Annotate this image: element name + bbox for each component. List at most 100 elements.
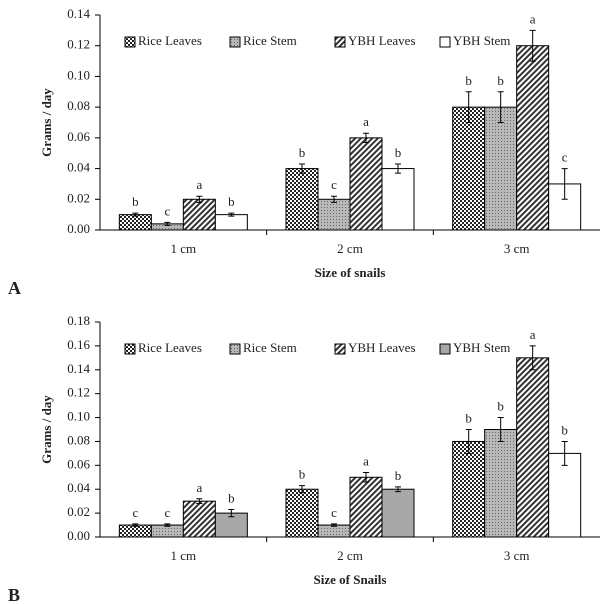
y-tick-label: 0.08: [67, 432, 90, 447]
significance-label: b: [497, 399, 504, 414]
bar: [381, 488, 415, 538]
significance-label: a: [196, 480, 202, 495]
x-tick-label: 1 cm: [171, 548, 197, 563]
error-bar: [529, 345, 536, 371]
bar: [285, 488, 319, 538]
significance-label: b: [132, 194, 139, 209]
y-tick-label: 0.04: [67, 160, 90, 175]
y-tick-label: 0.10: [67, 409, 90, 424]
error-bar: [465, 91, 472, 123]
bar: [452, 106, 486, 231]
significance-label: a: [530, 327, 536, 342]
x-tick-label: 1 cm: [171, 241, 197, 256]
significance-label: c: [164, 505, 170, 520]
y-tick-label: 0.14: [67, 6, 90, 21]
bar: [349, 137, 383, 231]
legend-label: Rice Stem: [243, 340, 297, 355]
y-tick-label: 0.02: [67, 504, 90, 519]
panel-label: A: [8, 278, 21, 298]
legend-label: Rice Leaves: [138, 340, 202, 355]
bar: [452, 440, 486, 538]
bar: [349, 476, 383, 538]
bar: [214, 214, 248, 231]
y-axis-title: Grams / day: [39, 88, 54, 157]
legend-swatch: [229, 343, 241, 355]
significance-label: b: [228, 491, 235, 506]
y-tick-label: 0.08: [67, 98, 90, 113]
bar: [317, 198, 351, 231]
legend-label: YBH Leaves: [348, 340, 416, 355]
significance-label: c: [164, 203, 170, 218]
error-bar: [561, 168, 568, 200]
legend-swatch: [439, 343, 451, 355]
significance-label: b: [299, 145, 306, 160]
bar: [182, 500, 216, 538]
y-tick-label: 0.12: [67, 37, 90, 52]
legend-label: Rice Leaves: [138, 33, 202, 48]
bar: [484, 429, 518, 538]
significance-label: a: [196, 177, 202, 192]
bar: [516, 357, 550, 538]
significance-label: b: [299, 467, 306, 482]
legend-label: YBH Stem: [453, 33, 510, 48]
significance-label: b: [561, 422, 568, 437]
legend-swatch: [124, 343, 136, 355]
legend-label: YBH Stem: [453, 340, 510, 355]
error-bar: [196, 195, 203, 203]
x-tick-label: 2 cm: [337, 548, 363, 563]
y-tick-label: 0.18: [67, 313, 90, 328]
y-tick-label: 0.02: [67, 190, 90, 205]
significance-label: b: [465, 410, 472, 425]
legend-swatch: [334, 36, 346, 48]
bar: [484, 106, 518, 231]
y-tick-label: 0.12: [67, 385, 90, 400]
bar: [150, 524, 184, 538]
y-axis-title: Grams / day: [39, 395, 54, 464]
significance-label: c: [132, 505, 138, 520]
error-bar: [299, 163, 305, 174]
bar: [516, 45, 550, 231]
error-bar: [465, 429, 472, 454]
y-tick-label: 0.04: [67, 480, 90, 495]
error-bar: [228, 509, 235, 518]
bar: [182, 198, 216, 231]
x-tick-label: 3 cm: [504, 241, 530, 256]
error-bar: [395, 163, 401, 174]
error-bar: [331, 195, 337, 203]
bar: [285, 168, 319, 231]
legend-label: Rice Stem: [243, 33, 297, 48]
y-tick-label: 0.10: [67, 67, 90, 82]
error-bar: [164, 523, 171, 527]
error-bar: [529, 29, 536, 62]
significance-label: c: [331, 505, 337, 520]
panel-label: B: [8, 585, 20, 604]
error-bar: [299, 485, 305, 494]
legend-swatch: [439, 36, 451, 48]
error-bar: [497, 417, 504, 442]
significance-label: a: [530, 11, 536, 26]
error-bar: [395, 486, 401, 493]
error-bar: [363, 132, 369, 143]
y-tick-label: 0.06: [67, 456, 90, 471]
significance-label: c: [562, 150, 568, 165]
error-bar: [228, 212, 235, 217]
y-tick-label: 0.14: [67, 361, 90, 376]
significance-label: b: [228, 194, 235, 209]
significance-label: b: [395, 145, 402, 160]
error-bar: [132, 212, 139, 217]
error-bar: [331, 523, 337, 527]
x-axis-title: Size of snails: [315, 265, 386, 280]
error-bar: [363, 472, 369, 483]
legend-swatch: [334, 343, 346, 355]
y-tick-label: 0.16: [67, 337, 90, 352]
error-bar: [164, 221, 171, 226]
legend-label: YBH Leaves: [348, 33, 416, 48]
significance-label: b: [497, 73, 504, 88]
x-axis-title: Size of Snails: [314, 572, 387, 587]
bar: [381, 168, 415, 231]
bar: [548, 452, 582, 538]
y-tick-label: 0.00: [67, 528, 90, 543]
y-tick-label: 0.00: [67, 221, 90, 236]
significance-label: a: [363, 453, 369, 468]
